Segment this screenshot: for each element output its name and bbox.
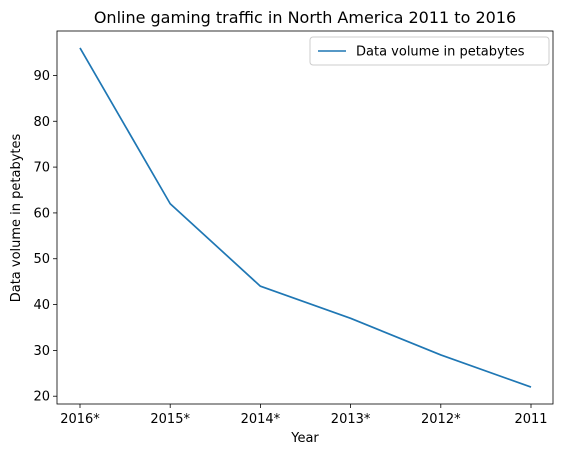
legend: Data volume in petabytes [309, 36, 550, 66]
chart-title: Online gaming traffic in North America 2… [94, 8, 516, 27]
series-line-0 [79, 47, 532, 388]
legend-label: Data volume in petabytes [356, 45, 525, 60]
y-tick-label: 50 [33, 252, 50, 267]
x-tick-label: 2011 [514, 412, 547, 427]
y-axis-title: Data volume in petabytes [9, 133, 24, 302]
legend-box [309, 36, 550, 66]
x-axis-title: Year [290, 431, 319, 446]
x-tick-label: 2014* [241, 412, 281, 427]
x-tick-label: 2015* [150, 412, 190, 427]
y-tick-label: 60 [33, 206, 50, 221]
axes-frame [56, 30, 554, 405]
y-tick-label: 30 [33, 344, 50, 359]
y-tick-label: 20 [33, 390, 50, 405]
y-tick-label: 90 [33, 69, 50, 84]
y-tick-label: 40 [33, 298, 50, 313]
y-tick-label: 70 [33, 161, 50, 176]
x-tick-label: 2013* [331, 412, 371, 427]
x-tick-label: 2012* [421, 412, 461, 427]
plot-area: 20 30 40 50 60 70 80 90 2016* 2015* 2014* 2013* 2012… [33, 30, 554, 427]
x-tick-label: 2016* [60, 412, 100, 427]
y-tick-label: 80 [33, 115, 50, 130]
